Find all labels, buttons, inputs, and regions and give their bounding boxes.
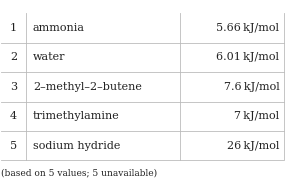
Text: 7.6 kJ/mol: 7.6 kJ/mol: [223, 82, 279, 92]
Text: 6.01 kJ/mol: 6.01 kJ/mol: [216, 53, 279, 62]
Text: 1: 1: [10, 23, 17, 33]
Text: 2: 2: [10, 53, 17, 62]
Text: water: water: [33, 53, 65, 62]
Text: 4: 4: [10, 111, 17, 121]
Text: 5.66 kJ/mol: 5.66 kJ/mol: [216, 23, 279, 33]
Text: ammonia: ammonia: [33, 23, 85, 33]
Text: 7 kJ/mol: 7 kJ/mol: [234, 111, 279, 121]
Text: 3: 3: [10, 82, 17, 92]
Text: (based on 5 values; 5 unavailable): (based on 5 values; 5 unavailable): [1, 168, 158, 177]
Text: 5: 5: [10, 141, 17, 151]
Text: 26 kJ/mol: 26 kJ/mol: [227, 141, 279, 151]
Text: sodium hydride: sodium hydride: [33, 141, 120, 151]
Text: 2–methyl–2–butene: 2–methyl–2–butene: [33, 82, 142, 92]
Text: trimethylamine: trimethylamine: [33, 111, 119, 121]
